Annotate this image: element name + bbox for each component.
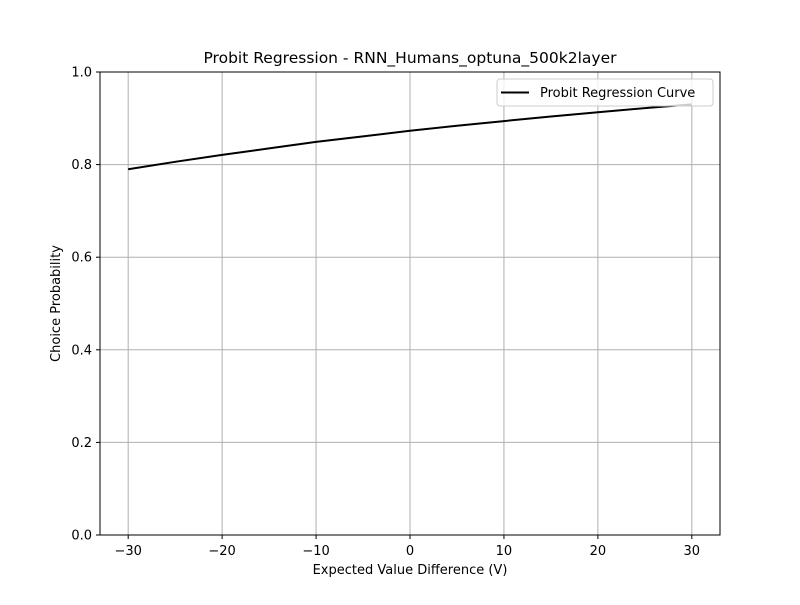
- y-tick-label: 0.6: [71, 251, 92, 266]
- y-tick-label: 1.0: [71, 66, 92, 81]
- y-tick-label: 0.8: [71, 158, 92, 173]
- y-tick-label: 0.4: [71, 343, 92, 358]
- y-axis-ticks: 0.0 0.2 0.4 0.6 0.8 1.0: [71, 66, 100, 544]
- y-axis-label: Choice Probability: [49, 245, 64, 362]
- x-tick-label: −10: [302, 544, 329, 559]
- legend: Probit Regression Curve: [496, 78, 714, 107]
- grid-layer: [100, 71, 720, 536]
- x-tick-label: 0: [406, 544, 414, 559]
- x-axis-ticks: −30 −20 −10 0 10 20 30: [114, 535, 700, 559]
- y-tick-label: 0.0: [71, 529, 92, 544]
- x-tick-label: −20: [208, 544, 235, 559]
- series-line-probit-regression-curve: [128, 103, 692, 171]
- x-axis-label: Expected Value Difference (V): [313, 563, 508, 578]
- x-tick-label: 20: [590, 544, 607, 559]
- legend-frame: [496, 78, 714, 107]
- series-layer: [128, 103, 692, 171]
- x-tick-label: 10: [496, 544, 513, 559]
- x-tick-label: −30: [114, 544, 141, 559]
- y-tick-label: 0.2: [71, 436, 92, 451]
- chart-title: Probit Regression - RNN_Humans_optuna_50…: [203, 49, 617, 68]
- x-tick-label: 30: [684, 544, 701, 559]
- legend-entry-label: Probit Regression Curve: [540, 86, 695, 101]
